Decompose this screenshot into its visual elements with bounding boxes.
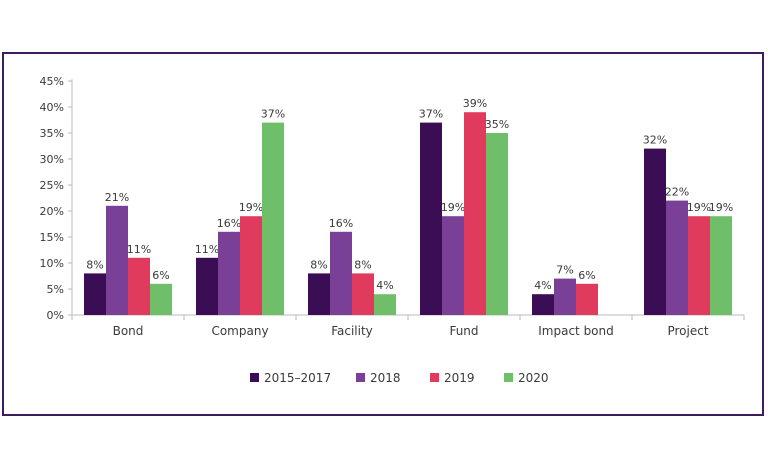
data-label: 4% [534, 279, 551, 292]
bar [150, 283, 172, 315]
legend-label: 2019 [444, 371, 475, 385]
data-label: 8% [354, 258, 371, 271]
legend-label: 2020 [518, 371, 549, 385]
data-label: 11% [127, 243, 151, 256]
y-tick-label: 5% [47, 283, 64, 296]
category-label: Project [667, 324, 708, 338]
data-label: 6% [152, 269, 169, 282]
y-tick-label: 30% [40, 153, 64, 166]
legend-swatch [430, 373, 439, 382]
bar [196, 257, 218, 315]
data-label: 22% [665, 186, 689, 199]
data-label: 4% [376, 279, 393, 292]
y-tick-label: 40% [40, 101, 64, 114]
bar [262, 122, 284, 315]
bar [532, 294, 554, 315]
data-label: 19% [709, 201, 733, 214]
y-tick-label: 25% [40, 179, 64, 192]
bar [442, 216, 464, 315]
legend-swatch [250, 373, 259, 382]
legend-label: 2018 [370, 371, 401, 385]
y-tick-label: 35% [40, 127, 64, 140]
category-label: Bond [113, 324, 144, 338]
data-label: 8% [86, 258, 103, 271]
bar [240, 216, 262, 315]
y-tick-label: 0% [47, 309, 64, 322]
data-label: 6% [578, 269, 595, 282]
category-label: Company [211, 324, 268, 338]
bar [464, 112, 486, 315]
data-label: 11% [195, 243, 219, 256]
y-tick-label: 45% [40, 75, 64, 88]
chart-frame [2, 52, 764, 416]
data-label: 7% [556, 264, 573, 277]
bar [666, 200, 688, 315]
bar [420, 122, 442, 315]
data-label: 16% [217, 217, 241, 230]
bar [688, 216, 710, 315]
bar [330, 231, 352, 315]
data-label: 32% [643, 134, 667, 147]
bar [644, 148, 666, 315]
data-label: 19% [239, 201, 263, 214]
data-label: 39% [463, 97, 487, 110]
data-label: 8% [310, 258, 327, 271]
bar [486, 133, 508, 315]
bar [84, 273, 106, 315]
y-tick-label: 10% [40, 257, 64, 270]
bar [710, 216, 732, 315]
data-label: 35% [485, 118, 509, 131]
bar [218, 231, 240, 315]
y-tick-label: 15% [40, 231, 64, 244]
bar [374, 294, 396, 315]
legend-label: 2015–2017 [264, 371, 331, 385]
legend-swatch [504, 373, 513, 382]
category-label: Facility [331, 324, 373, 338]
bar [352, 273, 374, 315]
bar [128, 257, 150, 315]
data-label: 16% [329, 217, 353, 230]
legend-swatch [356, 373, 365, 382]
data-label: 37% [261, 108, 285, 121]
data-label: 37% [419, 108, 443, 121]
data-label: 19% [687, 201, 711, 214]
data-label: 21% [105, 191, 129, 204]
y-tick-label: 20% [40, 205, 64, 218]
category-label: Impact bond [538, 324, 614, 338]
bar [308, 273, 330, 315]
data-label: 19% [441, 201, 465, 214]
category-label: Fund [449, 324, 478, 338]
bar [106, 205, 128, 315]
bar [576, 283, 598, 315]
bar [554, 278, 576, 315]
